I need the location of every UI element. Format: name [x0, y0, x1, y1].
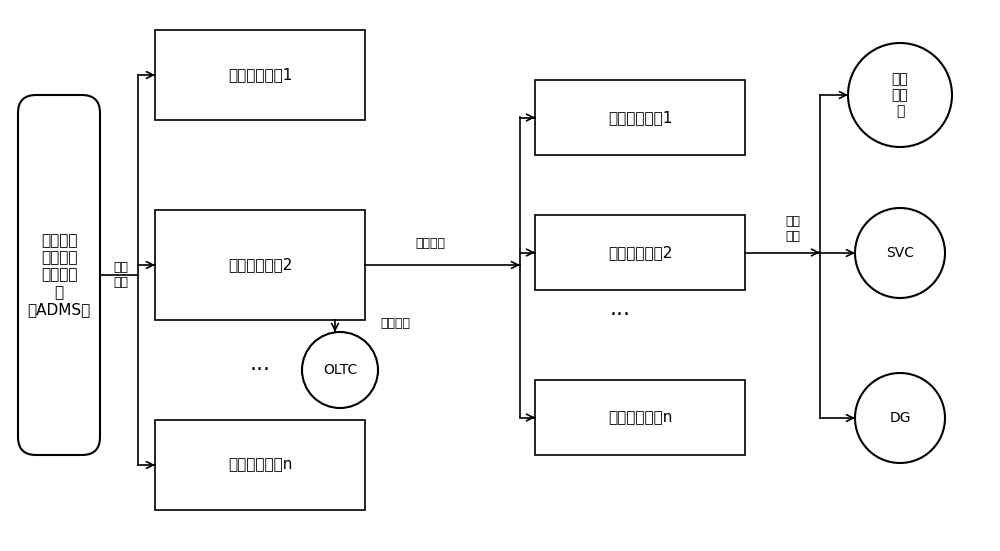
Circle shape — [302, 332, 378, 408]
Text: 控制信号: 控制信号 — [380, 317, 410, 330]
Bar — [535, 80, 745, 155]
Text: 并联
电容
器: 并联 电容 器 — [892, 72, 908, 118]
Text: OLTC: OLTC — [323, 363, 357, 377]
Text: 自治控制区域n: 自治控制区域n — [608, 410, 672, 425]
Text: 控制
指标: 控制 指标 — [113, 261, 128, 289]
Text: 控制
信号: 控制 信号 — [785, 215, 800, 243]
Text: DG: DG — [889, 411, 911, 425]
Text: ···: ··· — [250, 360, 270, 380]
Bar — [535, 380, 745, 455]
Bar — [155, 210, 365, 320]
Text: 协调控制区域1: 协调控制区域1 — [228, 68, 292, 83]
Text: 主动配电
网全局能
量管理系
统
（ADMS）: 主动配电 网全局能 量管理系 统 （ADMS） — [27, 233, 91, 317]
Text: SVC: SVC — [886, 246, 914, 260]
Text: 协调控制区域n: 协调控制区域n — [228, 457, 292, 473]
Text: 自治控制区域2: 自治控制区域2 — [608, 245, 672, 260]
Circle shape — [848, 43, 952, 147]
FancyBboxPatch shape — [18, 95, 100, 455]
Text: 协调控制区域2: 协调控制区域2 — [228, 257, 292, 273]
Text: 自治控制区域1: 自治控制区域1 — [608, 110, 672, 125]
Bar — [155, 420, 365, 510]
Text: ···: ··· — [610, 305, 631, 325]
Text: 控制指标: 控制指标 — [415, 237, 445, 250]
Circle shape — [855, 373, 945, 463]
Bar — [155, 30, 365, 120]
Circle shape — [855, 208, 945, 298]
Bar — [535, 215, 745, 290]
